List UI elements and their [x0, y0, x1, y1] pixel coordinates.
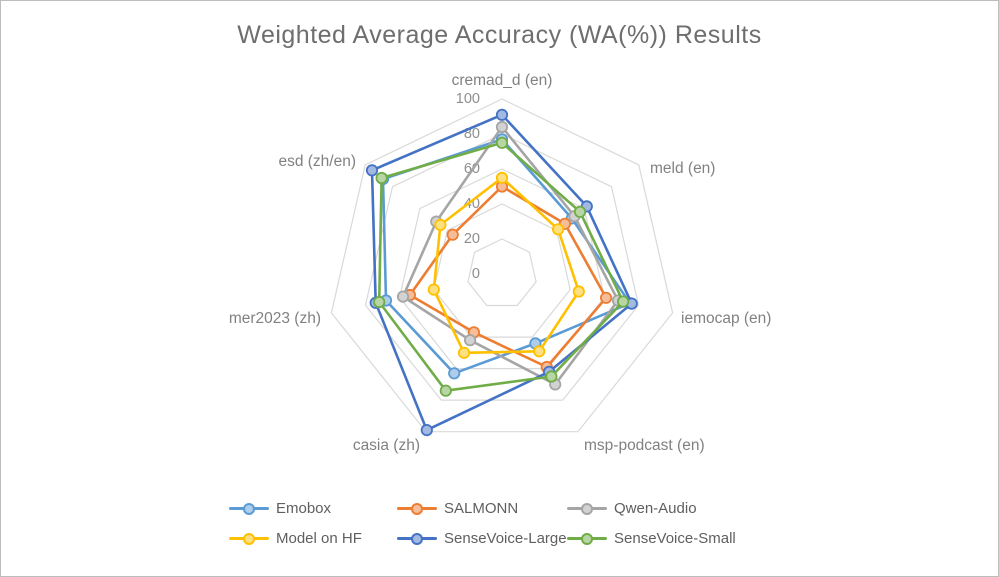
legend-item-salmonn: SALMONN — [397, 500, 567, 517]
series-sensevoice-small-marker-cremad-d-en — [495, 136, 509, 149]
series-sensevoice-large-marker-cremad-d-en — [495, 108, 509, 121]
legend-marker-sensevoice-small-icon — [567, 532, 607, 545]
series-model-on-hf-marker-mer2023-zh — [427, 283, 440, 296]
series-sensevoice-small-marker-mer2023-zh — [373, 295, 386, 309]
axis-tick-label-40: 40 — [464, 196, 480, 212]
legend-marker-sensevoice-large-icon — [397, 532, 437, 545]
legend-item-sensevoice-small: SenseVoice-Small — [567, 530, 736, 547]
series-sensevoice-small — [373, 136, 630, 397]
series-salmonn-line — [408, 185, 608, 369]
legend-marker-qwen-audio-icon — [567, 502, 607, 515]
legend-marker-model-on-hf-icon — [229, 532, 269, 545]
legend-label-model-on-hf: Model on HF — [276, 530, 362, 547]
series-sensevoice-small-line — [377, 141, 625, 393]
series-sensevoice-small-marker-esd-zh-en — [375, 171, 388, 185]
legend-item-model-on-hf: Model on HF — [229, 530, 397, 547]
legend-marker-emobox-icon — [229, 502, 269, 515]
series-model-on-hf-line — [432, 176, 581, 355]
series-qwen-audio-marker-cremad-d-en — [495, 120, 509, 134]
series-model-on-hf-marker-msp-podcast-en — [533, 345, 546, 358]
axis-tick-label-100: 100 — [456, 91, 480, 107]
gridline-ring-100 — [330, 98, 674, 433]
series-salmonn-marker-esd-zh-en — [446, 228, 459, 241]
legend-label-emobox: Emobox — [276, 500, 332, 517]
series-model-on-hf-marker-iemocap-en — [572, 285, 585, 298]
series-sensevoice-large-marker-esd-zh-en — [365, 164, 379, 177]
series-sensevoice-large — [365, 108, 638, 437]
legend-label-sensevoice-small: SenseVoice-Small — [614, 530, 736, 547]
series-model-on-hf-marker-meld-en — [551, 223, 565, 236]
chart-title: Weighted Average Accuracy (WA(%)) Result… — [237, 21, 762, 49]
axis-tick-label-20: 20 — [464, 231, 480, 247]
legend-label-sensevoice-large: SenseVoice-Large — [444, 530, 567, 547]
legend-label-qwen-audio: Qwen-Audio — [614, 500, 697, 517]
legend-item-sensevoice-large: SenseVoice-Large — [397, 530, 567, 547]
category-label-mer2023-zh: mer2023 (zh) — [229, 310, 321, 327]
series-sensevoice-large-marker-casia-zh — [420, 423, 433, 437]
category-label-esd-zh-en: esd (zh/en) — [278, 153, 356, 170]
series-qwen-audio-line — [401, 125, 620, 386]
gridline-ring-60 — [398, 168, 606, 370]
category-label-msp-podcast-en: msp-podcast (en) — [584, 437, 705, 454]
series-emobox-marker-casia-zh — [448, 367, 461, 380]
gridline-ring-80 — [364, 133, 640, 401]
series-qwen-audio-marker-casia-zh — [463, 334, 477, 347]
gridline-ring-40 — [433, 203, 571, 338]
legend-marker-salmonn-icon — [397, 502, 437, 515]
series-sensevoice-small-marker-iemocap-en — [616, 295, 630, 308]
category-label-meld-en: meld (en) — [650, 160, 715, 177]
legend-label-salmonn: SALMONN — [444, 500, 519, 517]
series-model-on-hf-marker-casia-zh — [457, 346, 471, 359]
category-label-iemocap-en: iemocap (en) — [681, 310, 771, 327]
category-label-cremad-d-en: cremad_d (en) — [452, 72, 553, 89]
chart-legend: Emobox SALMONN Qwen-Audio Model on HF SenseV… — [229, 500, 736, 547]
series-sensevoice-large-line — [370, 113, 634, 432]
gridline-ring-20 — [467, 238, 537, 307]
legend-item-qwen-audio: Qwen-Audio — [567, 500, 736, 517]
series-salmonn-marker-iemocap-en — [599, 291, 613, 304]
series-sensevoice-small-marker-msp-podcast-en — [545, 370, 558, 383]
axis-tick-label-0: 0 — [472, 266, 480, 282]
series-model-on-hf-marker-esd-zh-en — [434, 218, 447, 231]
series-sensevoice-small-marker-meld-en — [573, 205, 587, 218]
category-label-casia-zh: casia (zh) — [353, 437, 420, 454]
series-model-on-hf — [427, 171, 585, 359]
legend-item-emobox: Emobox — [229, 500, 397, 517]
series-qwen-audio-marker-mer2023-zh — [396, 290, 410, 303]
series-sensevoice-small-marker-casia-zh — [439, 384, 452, 397]
series-model-on-hf-marker-cremad-d-en — [495, 171, 509, 184]
